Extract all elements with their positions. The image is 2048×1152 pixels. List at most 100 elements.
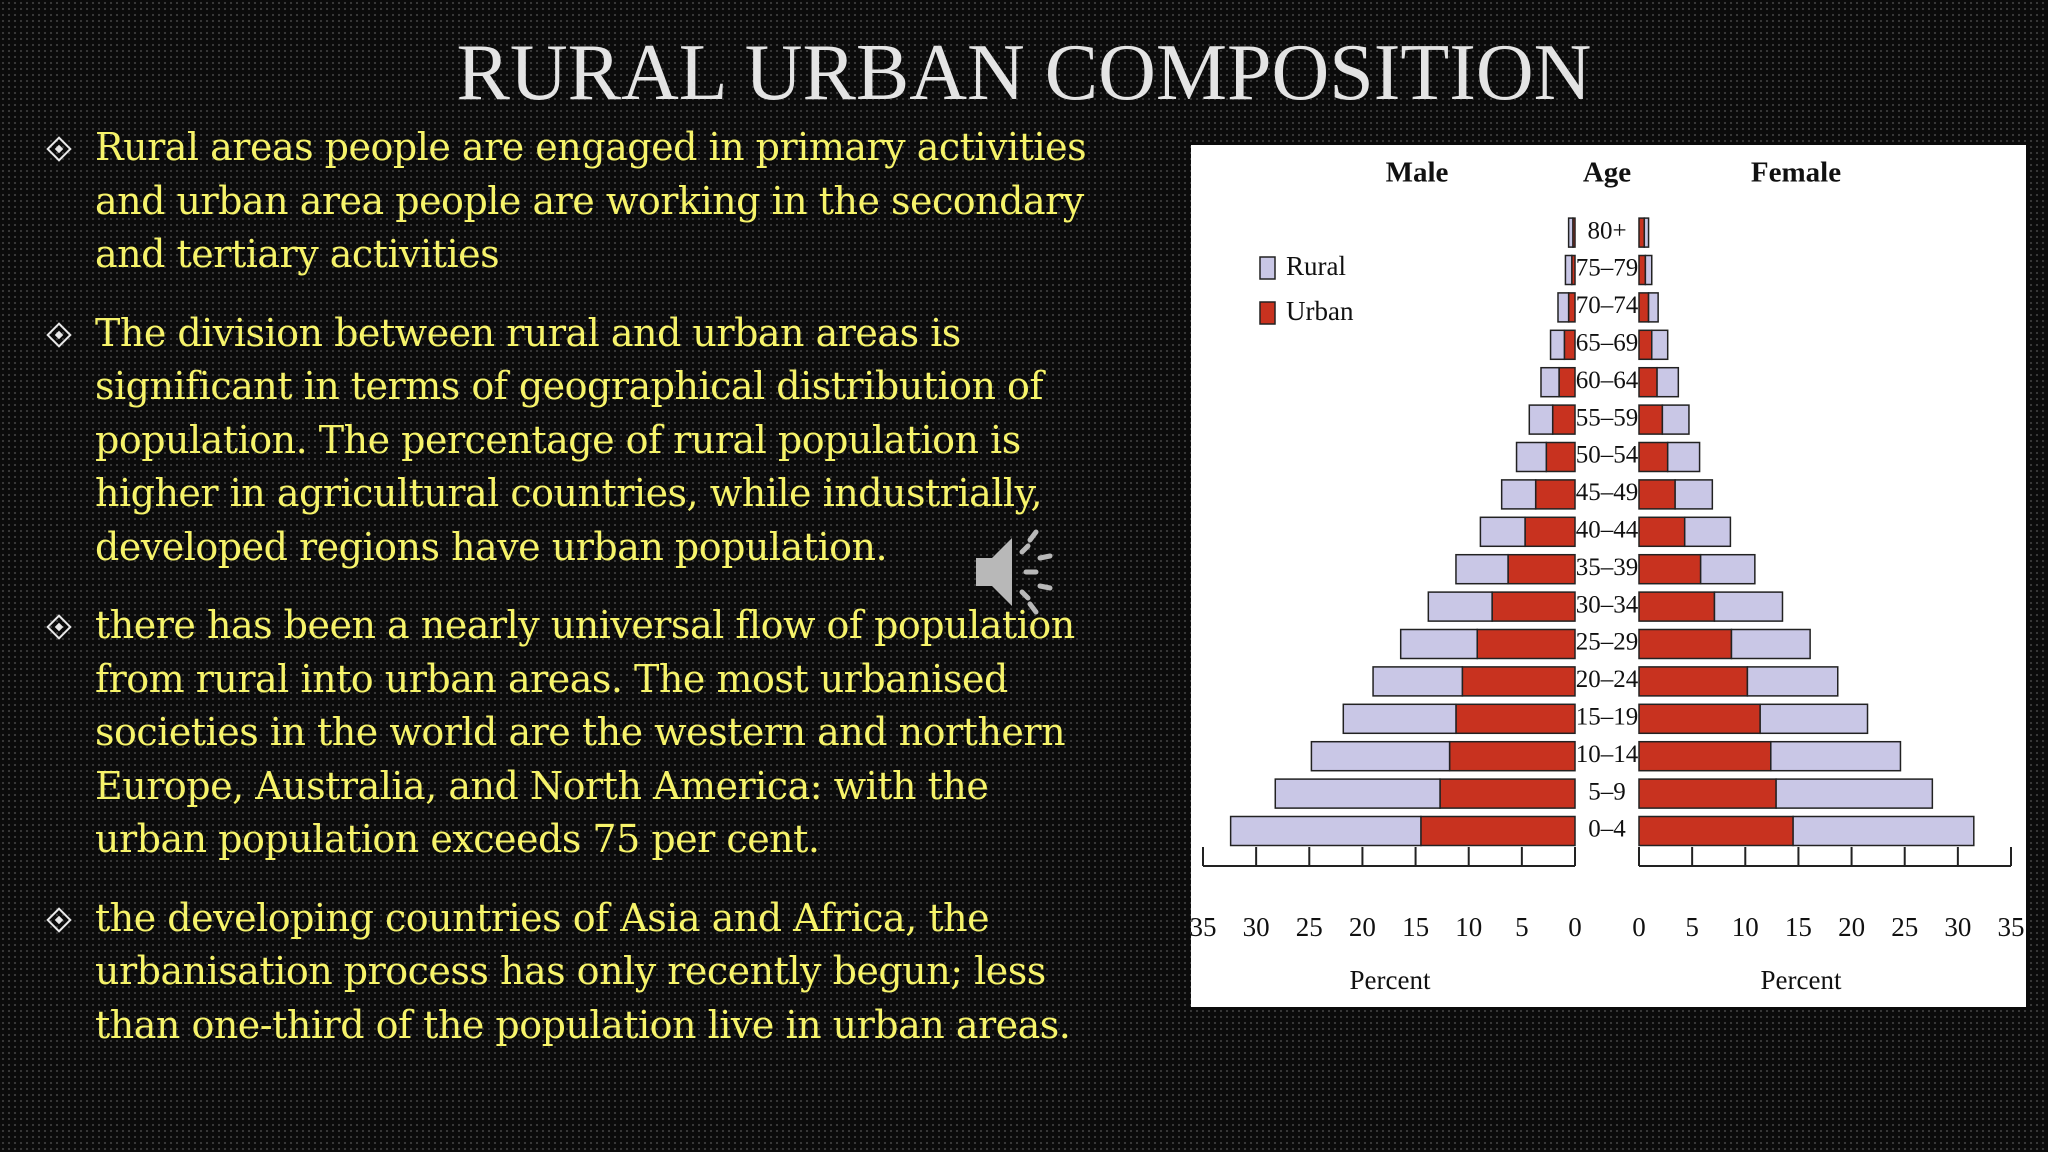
x-tick-label: 10 bbox=[1455, 912, 1482, 942]
male-bar bbox=[1528, 404, 1554, 435]
male-bar bbox=[1399, 628, 1478, 660]
male-bar bbox=[1534, 479, 1576, 510]
male-bar bbox=[1476, 628, 1576, 660]
female-bar bbox=[1638, 591, 1716, 622]
female-bar bbox=[1746, 666, 1839, 697]
bullet: the developing countries of Asia and Afr… bbox=[0, 892, 1086, 1053]
female-bar bbox=[1666, 441, 1701, 473]
age-label: 20–24 bbox=[1576, 666, 1639, 693]
male-bar bbox=[1455, 703, 1576, 735]
speaker-body[interactable] bbox=[976, 538, 1012, 606]
x-tick-label: 20 bbox=[1349, 912, 1376, 942]
legend-label: Urban bbox=[1286, 296, 1354, 326]
x-tick-label: 25 bbox=[1891, 912, 1918, 942]
female-bar bbox=[1638, 404, 1664, 435]
male-bar bbox=[1567, 217, 1574, 248]
female-bar bbox=[1638, 815, 1794, 847]
x-tick-label: 15 bbox=[1402, 912, 1429, 942]
male-bar bbox=[1455, 553, 1509, 585]
female-bar bbox=[1638, 366, 1658, 398]
male-bar bbox=[1551, 404, 1576, 435]
age-label: 75–79 bbox=[1576, 255, 1639, 282]
bullet-line: the developing countries of Asia and Afr… bbox=[95, 895, 990, 940]
male-bar bbox=[1567, 292, 1576, 323]
speaker-icon[interactable] bbox=[976, 529, 1053, 615]
bullet-line: societies in the world are the western a… bbox=[95, 710, 1066, 754]
age-header: Age bbox=[1583, 157, 1631, 189]
female-bar bbox=[1638, 516, 1686, 548]
male-bar bbox=[1229, 815, 1422, 847]
age-label: 80+ bbox=[1587, 217, 1626, 244]
speaker-waves[interactable] bbox=[1019, 529, 1053, 615]
male-bar bbox=[1549, 329, 1566, 361]
male-bar bbox=[1564, 254, 1573, 286]
male-bar bbox=[1507, 553, 1576, 585]
female-bar bbox=[1644, 254, 1653, 286]
bullet-line: Europe, Australia, and North America: wi… bbox=[95, 763, 989, 808]
female-bar bbox=[1638, 329, 1653, 361]
bullet-line: from rural into urban areas. The most ur… bbox=[95, 656, 1008, 701]
x-tick-label: 25 bbox=[1296, 912, 1323, 942]
male-bar bbox=[1310, 740, 1451, 772]
male-bar bbox=[1427, 591, 1493, 622]
female-bar bbox=[1661, 404, 1690, 435]
x-tick-label: 35 bbox=[1998, 912, 2025, 942]
age-label: 70–74 bbox=[1576, 292, 1639, 319]
female-bar bbox=[1713, 591, 1784, 622]
age-label: 0–4 bbox=[1588, 816, 1626, 843]
bullet: there has been a nearly universal flow o… bbox=[0, 599, 1086, 867]
male-bar bbox=[1274, 778, 1441, 809]
female-bar bbox=[1638, 628, 1733, 660]
female-bar bbox=[1638, 479, 1676, 510]
x-tick-label: 10 bbox=[1732, 912, 1759, 942]
female-bar bbox=[1656, 366, 1680, 398]
bullet-line: The division between rural and urban are… bbox=[95, 310, 961, 355]
legend-swatch bbox=[1259, 256, 1276, 280]
female-bar bbox=[1638, 441, 1669, 473]
age-label: 60–64 bbox=[1576, 367, 1639, 394]
female-header: Female bbox=[1751, 157, 1841, 189]
male-bar bbox=[1491, 591, 1576, 622]
x-tick-label: 5 bbox=[1515, 912, 1529, 942]
female-bar bbox=[1638, 703, 1761, 735]
female-bar bbox=[1638, 740, 1772, 772]
female-bar bbox=[1638, 553, 1702, 585]
female-bar bbox=[1638, 778, 1777, 809]
bullet-line: urbanisation process has only recently b… bbox=[95, 949, 1046, 993]
male-bar bbox=[1540, 366, 1560, 398]
female-bar bbox=[1638, 666, 1749, 697]
male-bar bbox=[1557, 292, 1570, 323]
x-tick-label: 5 bbox=[1685, 912, 1699, 942]
bullet: The division between rural and urban are… bbox=[0, 307, 1086, 575]
male-bar bbox=[1479, 516, 1526, 548]
legend-label: Rural bbox=[1286, 251, 1346, 281]
male-bar bbox=[1500, 479, 1537, 510]
bullet-line: population. The percentage of rural popu… bbox=[95, 417, 1021, 462]
male-bar bbox=[1372, 666, 1464, 697]
bullet-line: there has been a nearly universal flow o… bbox=[95, 603, 1075, 647]
bullet: Rural areas people are engaged in primar… bbox=[0, 121, 1087, 282]
male-bar bbox=[1461, 666, 1576, 697]
male-bar bbox=[1448, 740, 1576, 772]
female-bar bbox=[1638, 217, 1646, 248]
bullet-line: developed regions have urban population. bbox=[95, 524, 888, 569]
female-bar bbox=[1674, 479, 1714, 510]
female-bar bbox=[1651, 329, 1669, 361]
female-bar bbox=[1647, 292, 1659, 323]
male-bar bbox=[1515, 441, 1548, 473]
x-tick-label: 0 bbox=[1632, 912, 1646, 942]
bullet-line: Rural areas people are engaged in primar… bbox=[95, 125, 1087, 169]
age-label: 40–44 bbox=[1576, 517, 1639, 544]
female-bar bbox=[1643, 217, 1650, 248]
age-label: 55–59 bbox=[1576, 404, 1639, 431]
female-bar bbox=[1683, 516, 1732, 548]
female-bar bbox=[1638, 292, 1650, 323]
female-bar bbox=[1638, 254, 1647, 286]
male-bar bbox=[1524, 516, 1576, 548]
female-bar bbox=[1775, 778, 1934, 809]
male-bar bbox=[1558, 366, 1576, 398]
x-tick-label: 20 bbox=[1838, 912, 1865, 942]
male-bar bbox=[1342, 703, 1457, 735]
age-label: 15–19 bbox=[1576, 704, 1639, 731]
